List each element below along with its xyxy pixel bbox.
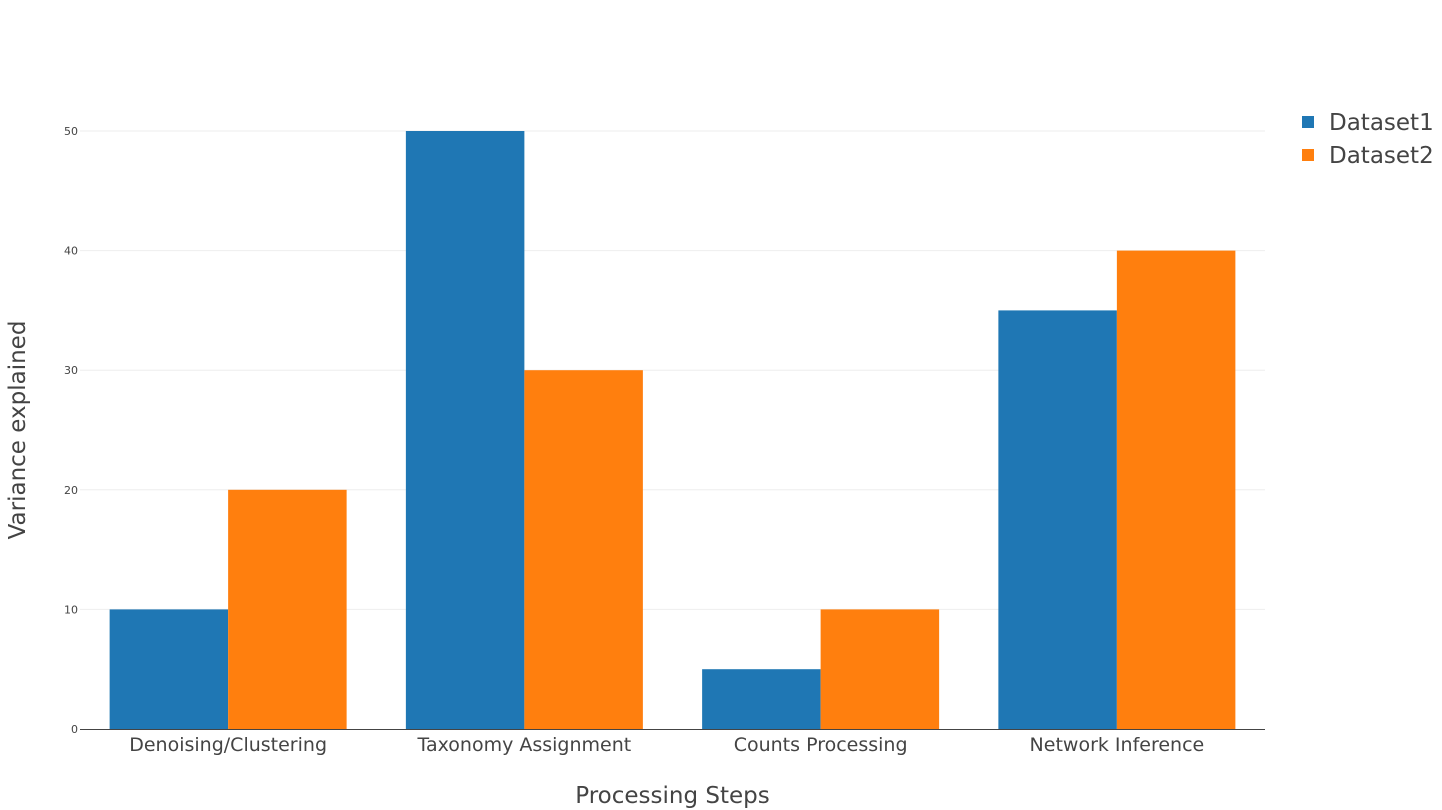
y-tick-label: 50 [64,125,78,138]
legend-swatch [1302,116,1314,128]
bar-dataset1-2[interactable] [405,131,525,729]
x-tick-label: Network Inference [1030,734,1205,756]
y-tick-label: 30 [64,364,78,377]
legend-label: Dataset1 [1329,110,1434,136]
x-axis-title: Processing Steps [575,783,769,809]
y-axis-title: Variance explained [5,321,31,540]
bar-dataset2-4[interactable] [1116,250,1236,729]
legend-item-dataset1[interactable]: Dataset1 [1302,110,1434,136]
bar-dataset2-2[interactable] [524,370,643,729]
x-tick-label: Taxonomy Assignment [417,734,632,756]
legend-item-dataset2[interactable]: Dataset2 [1302,143,1434,169]
legend-label: Dataset2 [1329,143,1434,169]
bar-dataset1-4[interactable] [998,310,1117,729]
legend-swatch [1302,149,1314,161]
y-axis-ticks: 0 10 20 30 40 50 [64,125,78,736]
x-tick-label: Counts Processing [734,734,908,756]
y-tick-label: 10 [64,603,78,616]
legend[interactable]: Dataset1 Dataset2 [1302,110,1434,169]
x-axis-ticks: Denoising/Clustering Taxonomy Assignment C… [129,734,1204,756]
y-tick-label: 20 [64,484,78,497]
bar-dataset1-1[interactable] [109,609,229,729]
bars [109,131,1236,729]
x-tick-label: Denoising/Clustering [129,734,327,756]
y-tick-label: 40 [64,245,78,258]
bar-dataset2-1[interactable] [228,489,347,729]
bar-dataset2-3[interactable] [820,609,940,729]
bar-dataset1-3[interactable] [702,669,821,729]
y-tick-label: 0 [71,723,78,736]
